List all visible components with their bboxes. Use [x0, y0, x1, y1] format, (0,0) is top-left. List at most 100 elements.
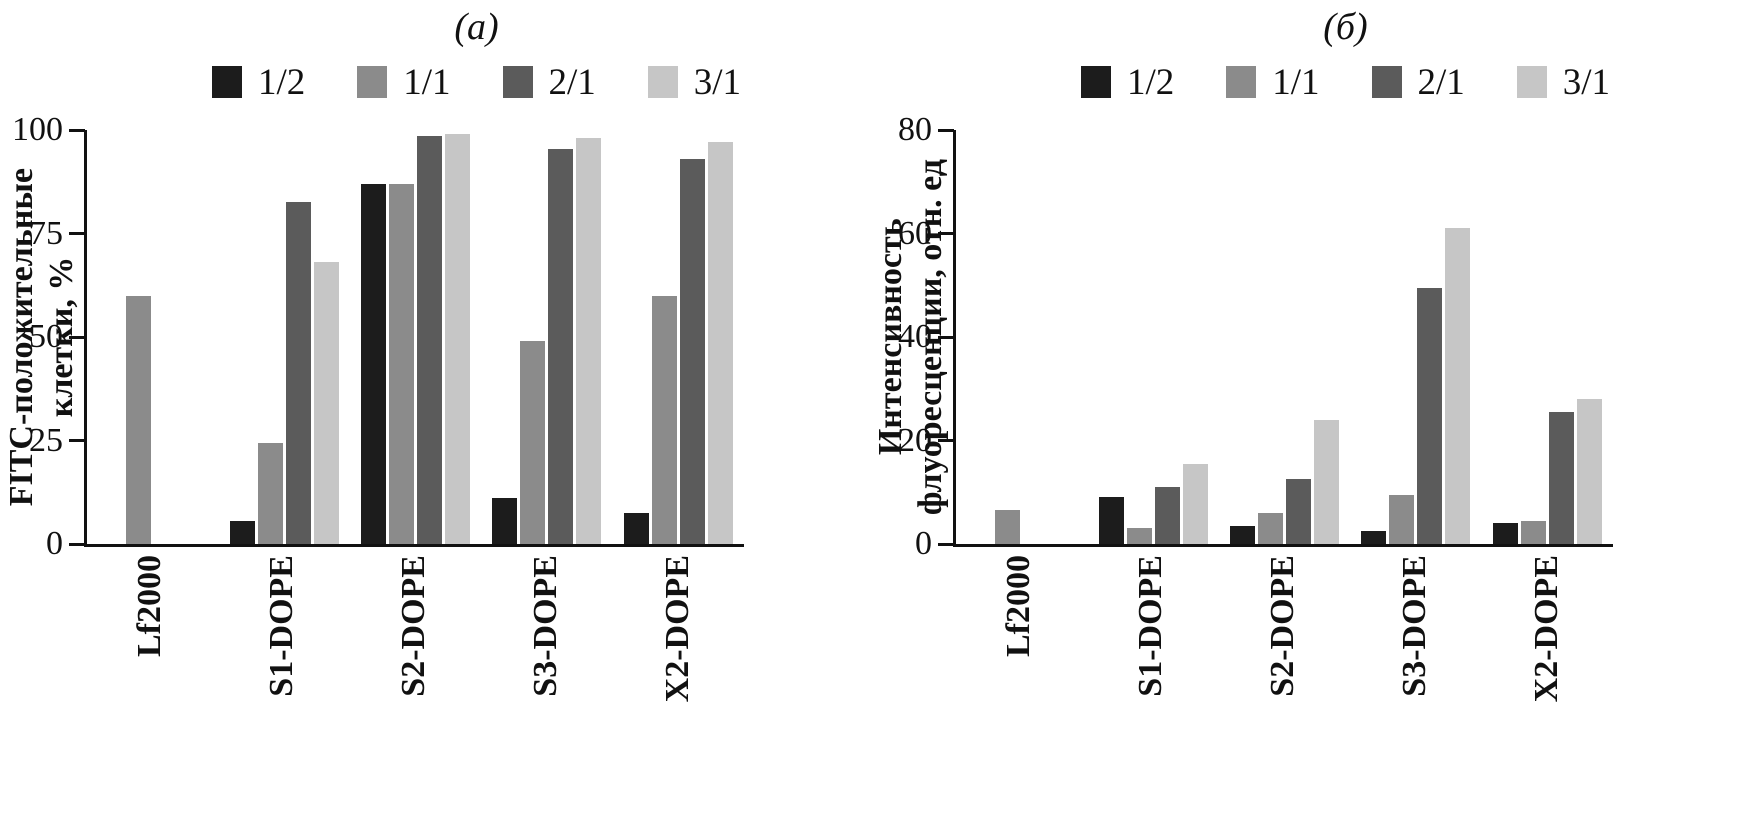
- bar-S3-DOPE-2-1: [548, 148, 574, 544]
- chart-body: 0 25 50 75 100 Lf2000 S1-DOPE S2-DOPE S3-DOPE X2…: [12, 113, 744, 775]
- legend-swatch-icon: [502, 66, 533, 98]
- bar-group-S2-DOPE: [1219, 130, 1350, 544]
- bar-S1-DOPE-2-1: [1154, 487, 1180, 544]
- bar-X2-DOPE-2-1: [1548, 412, 1574, 544]
- bar-S2-DOPE-1-1: [389, 183, 415, 544]
- legend: 1/2 1/1 2/1 3/1: [953, 58, 1738, 106]
- bar-X2-DOPE-1-2: [623, 512, 649, 544]
- bar-group-S2-DOPE: [350, 130, 481, 544]
- bar-S1-DOPE-3-1: [1182, 463, 1208, 544]
- bar-Lf2000-1-1: [126, 295, 152, 544]
- legend-swatch-icon: [1516, 66, 1547, 98]
- bar-group-Lf2000: [956, 130, 1087, 544]
- y-tick-label: 100: [12, 111, 63, 148]
- y-tick-mark: [69, 232, 85, 235]
- x-axis-labels: Lf2000 S1-DOPE S2-DOPE S3-DOPE X2-DOPE: [84, 555, 744, 775]
- legend-label: 1/2: [257, 61, 306, 103]
- legend-label: 1/2: [1126, 61, 1175, 103]
- x-label-cell: S2-DOPE: [1217, 555, 1349, 775]
- x-label-X2-DOPE: X2-DOPE: [1528, 555, 1565, 703]
- bar-X2-DOPE-2-1: [679, 158, 705, 544]
- y-tick-mark: [69, 542, 85, 546]
- x-label-cell: S3-DOPE: [480, 555, 612, 775]
- x-label-S3-DOPE: S3-DOPE: [527, 555, 564, 697]
- legend-label: 3/1: [693, 61, 742, 103]
- y-tick-label: 20: [898, 421, 932, 459]
- y-tick-mark: [69, 128, 85, 132]
- x-label-cell: S1-DOPE: [1085, 555, 1217, 775]
- legend-item: 1/2: [1080, 61, 1175, 103]
- plot-area: 0 20 40 60 80: [898, 113, 1613, 561]
- x-label-cell: S2-DOPE: [348, 555, 480, 775]
- x-label-cell: Lf2000: [84, 555, 216, 775]
- legend-item: 1/2: [211, 61, 306, 103]
- bar-S1-DOPE-1-2: [229, 521, 255, 544]
- bar-S1-DOPE-1-2: [1098, 497, 1124, 544]
- bar-X2-DOPE-1-1: [651, 295, 677, 544]
- chart-panel-b: (б) 1/2 1/1 2/1 3/1 Интенсивность флуоресцен…: [869, 0, 1738, 817]
- x-label-X2-DOPE: X2-DOPE: [659, 555, 696, 703]
- bar-group-X2-DOPE: [1482, 130, 1613, 544]
- legend-label: 1/1: [1272, 61, 1320, 103]
- y-tick-label: 25: [29, 421, 63, 459]
- legend-item: 2/1: [502, 64, 596, 101]
- bar-X2-DOPE-1-1: [1520, 520, 1546, 544]
- y-tick-mark: [69, 439, 85, 442]
- bar-S3-DOPE-3-1: [1445, 228, 1471, 544]
- x-label-Lf2000: Lf2000: [131, 555, 168, 657]
- y-tick-mark: [938, 232, 954, 235]
- x-label-cell: Lf2000: [953, 555, 1085, 775]
- legend-swatch-icon: [1371, 66, 1402, 98]
- legend-item: 1/1: [1226, 61, 1320, 103]
- bar-group-S3-DOPE: [1350, 130, 1481, 544]
- bar-group-X2-DOPE: [613, 130, 744, 544]
- bar-S2-DOPE-1-1: [1258, 512, 1284, 544]
- legend-swatch-icon: [211, 66, 242, 98]
- x-label-cell: X2-DOPE: [612, 555, 744, 775]
- y-tick-label: 50: [29, 318, 63, 355]
- bar-S2-DOPE-1-2: [1230, 525, 1256, 544]
- bar-S3-DOPE-1-1: [520, 341, 546, 544]
- legend-item: 3/1: [1516, 61, 1611, 103]
- legend-swatch-icon: [1226, 66, 1257, 98]
- bar-X2-DOPE-3-1: [1576, 399, 1602, 544]
- bar-S2-DOPE-3-1: [445, 134, 471, 544]
- y-tick-mark: [938, 128, 954, 132]
- plot-area: 0 25 50 75 100: [12, 113, 744, 561]
- chart-body: 0 20 40 60 80 Lf2000 S1-DOPE S2-DOPE S3-DOPE X2-…: [898, 113, 1613, 775]
- chart-row: FITC-положительные клетки, % 0 25 50 75 100 L…: [0, 113, 869, 775]
- bar-group-S1-DOPE: [218, 130, 349, 544]
- bar-S2-DOPE-3-1: [1314, 419, 1340, 544]
- bar-S2-DOPE-2-1: [417, 136, 443, 544]
- x-label-Lf2000: Lf2000: [1000, 555, 1037, 657]
- x-label-S3-DOPE: S3-DOPE: [1396, 555, 1433, 697]
- legend-label: 3/1: [1562, 61, 1611, 103]
- bar-S3-DOPE-2-1: [1417, 287, 1443, 544]
- y-tick-mark: [938, 439, 954, 442]
- y-tick-label: 60: [898, 214, 932, 252]
- legend: 1/2 1/1 2/1 3/1: [84, 58, 869, 106]
- y-tick-label: 0: [915, 525, 932, 562]
- y-tick-label: 75: [29, 214, 63, 252]
- bar-S3-DOPE-1-2: [1361, 531, 1387, 544]
- x-label-S2-DOPE: S2-DOPE: [395, 555, 432, 697]
- legend-label: 1/1: [403, 61, 451, 103]
- y-tick-mark: [938, 335, 954, 339]
- bar-S3-DOPE-3-1: [576, 138, 602, 544]
- x-label-S1-DOPE: S1-DOPE: [263, 555, 300, 697]
- bar-group-S1-DOPE: [1087, 130, 1218, 544]
- chart-title-a: (а): [454, 6, 499, 48]
- bar-Lf2000-1-1: [995, 510, 1021, 544]
- legend-swatch-icon: [647, 66, 678, 98]
- bar-S2-DOPE-1-2: [361, 183, 387, 544]
- y-tick-label: 40: [898, 318, 932, 355]
- bar-S3-DOPE-1-2: [492, 498, 518, 544]
- legend-item: 1/1: [357, 61, 451, 103]
- y-tick-label: 0: [46, 525, 63, 562]
- bar-S2-DOPE-2-1: [1286, 479, 1312, 544]
- x-label-cell: S3-DOPE: [1349, 555, 1481, 775]
- legend-item: 3/1: [647, 61, 742, 103]
- bar-X2-DOPE-3-1: [707, 142, 733, 544]
- chart-panel-a: (а) 1/2 1/1 2/1 3/1 FITC-положительные клетк…: [0, 0, 869, 817]
